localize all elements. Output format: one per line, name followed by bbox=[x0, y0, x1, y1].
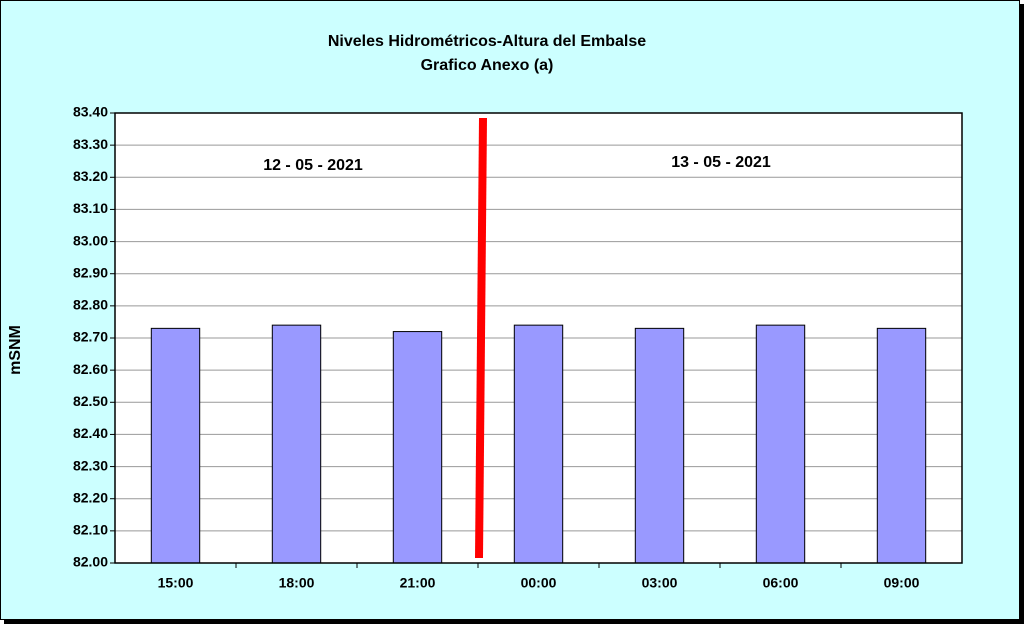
y-tick-label: 83.30 bbox=[73, 136, 108, 152]
y-tick-label: 82.70 bbox=[73, 329, 108, 345]
x-tick-label: 21:00 bbox=[400, 575, 436, 591]
chart-title: Niveles Hidrométricos-Altura del Embalse bbox=[328, 33, 646, 50]
y-tick-label: 82.10 bbox=[73, 522, 108, 538]
annotation: 13 - 05 - 2021 bbox=[671, 154, 771, 171]
y-tick-label: 82.50 bbox=[73, 393, 108, 409]
y-tick-label: 82.30 bbox=[73, 457, 108, 473]
bar bbox=[634, 327, 685, 564]
y-tick-label: 83.40 bbox=[73, 104, 108, 120]
x-tick-label: 15:00 bbox=[158, 575, 194, 591]
y-tick-label: 83.20 bbox=[73, 168, 108, 184]
y-tick-label: 82.00 bbox=[73, 554, 108, 570]
y-tick-label: 82.90 bbox=[73, 264, 108, 280]
x-tick-label: 18:00 bbox=[279, 575, 315, 591]
x-tick-label: 00:00 bbox=[521, 575, 557, 591]
y-tick-label: 83.10 bbox=[73, 200, 108, 216]
annotation: 12 - 05 - 2021 bbox=[263, 157, 363, 174]
bar bbox=[876, 327, 927, 564]
bar bbox=[755, 324, 806, 564]
chart-subtitle: Grafico Anexo (a) bbox=[421, 57, 554, 74]
x-tick-label: 09:00 bbox=[884, 575, 920, 591]
bar bbox=[513, 324, 564, 564]
y-tick-label: 82.60 bbox=[73, 361, 108, 377]
bars bbox=[150, 324, 927, 564]
day-separator bbox=[475, 117, 487, 559]
y-tick-label: 82.80 bbox=[73, 297, 108, 313]
plot-border bbox=[114, 112, 963, 564]
y-tick-label: 82.40 bbox=[73, 425, 108, 441]
bar bbox=[271, 324, 322, 564]
y-tick-label: 82.20 bbox=[73, 489, 108, 505]
y-axis-label: mSNM bbox=[7, 325, 24, 375]
x-tick-label: 03:00 bbox=[642, 575, 678, 591]
y-tick-label: 83.00 bbox=[73, 232, 108, 248]
x-tick-label: 06:00 bbox=[763, 575, 799, 591]
bar bbox=[150, 327, 201, 564]
bar bbox=[392, 331, 443, 564]
